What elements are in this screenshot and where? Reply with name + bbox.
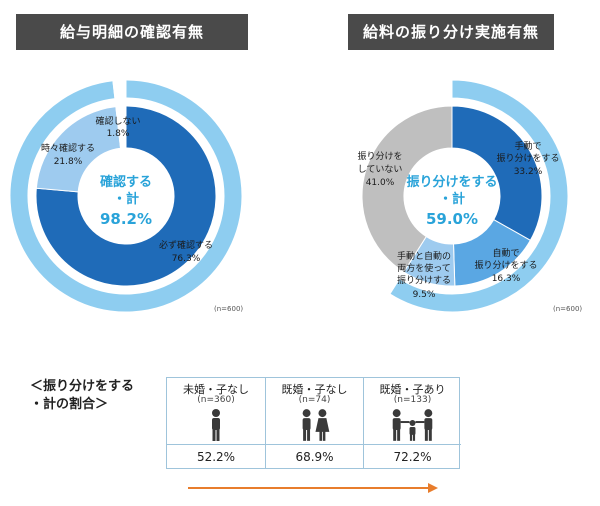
left-inner-segment-2 [115,105,127,149]
column-sample-size: (n=133) [393,395,432,405]
label-auto-line1: 自動で [492,247,519,259]
right-center-line1: 振り分けをする [406,174,497,190]
right-chart-title: 給料の振り分け実施有無 [348,14,554,50]
right-outer-segment-1 [335,79,453,295]
donut-chart-allocation [335,79,569,313]
right-center-line2: ・計 [439,191,465,207]
column-value: 72.2% [364,444,461,469]
column-value: 52.2% [167,444,265,469]
right-chart-note: (n=600) [553,305,582,313]
left-center-value: 98.2% [100,210,152,228]
donut-chart-check [9,79,243,313]
value-sometimes-check: 21.8% [54,157,83,167]
label-rarely-check: 確認しない [95,115,140,127]
left-chart-note: (n=600) [214,305,243,313]
ratio-title-line2: ・計の割合＞ [30,397,109,412]
column-label: 既婚・子あり [379,383,446,396]
left-chart-title: 給与明細の確認有無 [16,14,248,50]
ratio-section-title: ＜振り分けをする ・計の割合＞ [30,378,170,414]
column-label: 既婚・子なし [281,383,348,396]
left-center-line2: ・計 [113,191,139,207]
label-both-line2: 両方を使って [397,262,451,274]
label-auto-line2: 振り分けをする [474,259,537,271]
column-value: 68.9% [266,444,363,469]
right-inner-segment-3 [361,105,453,273]
value-rarely-check: 1.8% [107,129,130,139]
label-sometimes-check: 時々確認する [41,142,95,154]
label-both-line1: 手動と自動の [397,250,451,262]
column-label: 未婚・子なし [183,383,249,396]
right-donut-hole [405,149,499,243]
couple-icon [302,409,330,441]
label-both-line3: 振り分けする [397,274,451,286]
column-sample-size: (n=360) [197,395,235,405]
left-donut-hole [79,149,173,243]
label-none-line2: していない [358,164,403,175]
column-sample-size: (n=74) [298,395,331,405]
trend-arrow-head [428,483,438,493]
column-married-no-child: 既婚・子なし (n=74) 68.9% [265,378,363,468]
label-none-line1: 振り分けを [357,150,402,162]
column-single-no-child: 未婚・子なし (n=360) 52.2% [167,378,265,468]
family-icon [392,409,433,441]
label-always-check: 必ず確認する [159,239,213,251]
label-manual-line1: 手動で [514,140,541,152]
donut-charts: (n=600) (n=600) 確認する ・計 98.2% 確認しない 1.8%… [9,79,582,313]
value-auto: 16.3% [492,274,521,284]
left-outer-segment-1 [112,79,127,100]
value-none: 41.0% [366,178,395,188]
label-manual-line2: 振り分けをする [496,152,559,164]
left-center-line1: 確認する [100,174,152,190]
left-inner-segment-0 [35,105,217,287]
right-center-value: 59.0% [426,210,478,228]
value-always-check: 76.3% [172,254,201,264]
column-married-with-child: 既婚・子あり (n=133) 72.2% [363,378,461,468]
value-both: 9.5% [413,290,436,300]
left-outer-segment-0 [9,79,243,313]
single-person-icon [212,409,220,441]
ratio-table: 未婚・子なし (n=360) 52.2% 既婚・子なし (n=74) [166,377,461,469]
value-manual: 33.2% [514,167,543,177]
ratio-title-line1: ＜振り分けをする [30,379,135,394]
right-inner-segment-0 [451,105,543,242]
